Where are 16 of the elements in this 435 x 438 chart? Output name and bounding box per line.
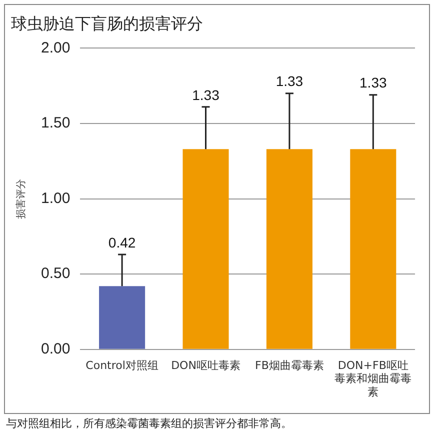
x-tick-label: DON+FB呕吐毒素和烟曲霉毒素 (334, 358, 412, 398)
annotation: 1.33 (276, 73, 304, 90)
x-tick-label: Control对照组 (86, 358, 158, 372)
text: 与对照组相比，所有感染霉菌毒素组的损害评分都非常高。 (6, 416, 292, 431)
y-tick-label: 1.50 (40, 114, 70, 132)
annotation: 1.33 (360, 74, 387, 91)
chart-title: 球虫胁迫下盲肠的损害评分 (11, 14, 203, 33)
y-tick-label: 1.00 (40, 190, 70, 207)
annotation: 1.33 (192, 86, 220, 103)
y-tick-label: 0.00 (40, 340, 70, 358)
y-axis-title: 损害评分 (14, 178, 27, 219)
x-tick-label: DON呕吐毒素 (171, 358, 240, 372)
y-tick-label: 0.50 (40, 265, 70, 282)
y-tick-label: 2.00 (40, 39, 70, 56)
annotation: 0.42 (108, 234, 136, 250)
x-tick-label: FB烟曲霉毒素 (255, 358, 324, 372)
